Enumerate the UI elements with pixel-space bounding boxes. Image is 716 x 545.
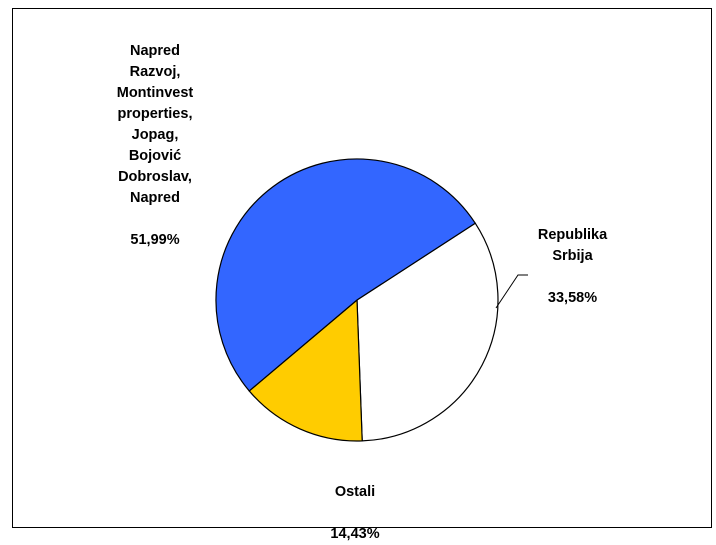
slice-label-republika-srbija: Republika Srbija 33,58% <box>510 204 635 309</box>
leader-line-republika-srbija <box>495 274 528 309</box>
slice-label-ostali-name: Ostali <box>334 484 376 500</box>
slice-label-republika-srbija-name: Republika Srbija <box>537 227 608 264</box>
slice-label-republika-srbija-percent: 33,58% <box>547 290 598 306</box>
slice-label-napred-group-percent: 51,99% <box>130 232 180 248</box>
slice-label-napred-group: Napred Razvoj, Montinvest properties, Jo… <box>80 20 230 251</box>
pie-chart <box>215 158 528 442</box>
slice-label-ostali-percent: 14,43% <box>330 526 380 542</box>
slice-label-ostali: Ostali 14,43% <box>300 461 410 545</box>
slice-label-napred-group-name: Napred Razvoj, Montinvest properties, Jo… <box>116 43 194 206</box>
pie-slice-napred-group <box>215 158 477 392</box>
pie-slice-ostali <box>248 298 363 442</box>
